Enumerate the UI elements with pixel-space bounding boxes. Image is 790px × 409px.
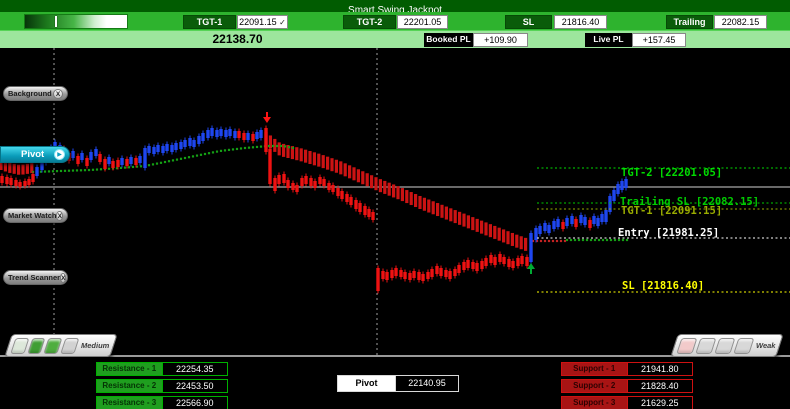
strength-label-right: Weak	[755, 341, 775, 350]
strength-segment	[27, 337, 46, 354]
level-label-trailing: Trailing SL [22082.15]	[620, 196, 759, 208]
strength-segment	[10, 337, 30, 354]
market-watch-pill[interactable]: Market Watch X	[3, 208, 68, 223]
sl-value-field[interactable]: 21816.40	[554, 15, 607, 29]
market-watch-label: Market Watch	[8, 211, 57, 220]
strength-segment	[676, 337, 698, 354]
booked-pl-value: +109.90	[473, 33, 528, 47]
support-3-value: 21629.25	[626, 397, 692, 409]
booked-pl-label: Booked PL	[424, 33, 473, 47]
last-traded-price: 22138.70	[212, 32, 263, 46]
support-1-label: Support - 1	[562, 363, 627, 375]
session-separator-lines	[53, 48, 378, 356]
tgt1-label: TGT-1	[183, 15, 236, 29]
trend-strength-right: Weak	[670, 334, 784, 357]
tgt2-value-field[interactable]: 22201.05	[397, 15, 448, 29]
background-overlay-pill[interactable]: Background X	[3, 86, 68, 101]
strength-segment	[43, 337, 63, 354]
pivot-label: Pivot	[338, 376, 395, 391]
trend-ribbon-layer	[0, 132, 528, 251]
background-close-button[interactable]: X	[53, 88, 63, 99]
support-2-label: Support - 2	[562, 380, 627, 392]
title-bar: Smart Swing Jackpot	[0, 0, 790, 16]
tgt1-value-field[interactable]: 22091.15 ✓	[237, 15, 288, 29]
candlestick-chart-canvas: TGT-2 [22201.05] Trailing SL [22082.15]TG…	[0, 48, 790, 356]
strength-segment	[733, 337, 755, 354]
resistance-1-value: 22254.35	[161, 363, 227, 375]
resistance-1-row: Resistance - 1 22254.35	[96, 362, 228, 376]
level-label-entry: Entry [21981.25]	[618, 227, 719, 239]
strength-segment	[695, 337, 717, 354]
pivot-value: 22140.95	[395, 376, 458, 391]
resistance-2-value: 22453.50	[161, 380, 227, 392]
market-watch-close-button[interactable]: X	[56, 210, 63, 221]
support-3-row: Support - 3 21629.25	[561, 396, 693, 409]
support-2-value: 21828.40	[626, 380, 692, 392]
buy-signal-arrow-icon	[527, 263, 535, 274]
trend-scanner-close-button[interactable]: X	[60, 272, 67, 283]
level-label-tgt1: TGT-1 [22091.15]	[621, 205, 722, 217]
trend-scanner-pill[interactable]: Trend Scanner X	[3, 270, 68, 285]
level-lines-layer: TGT-2 [22201.05] Trailing SL [22082.15]TG…	[537, 167, 790, 293]
pivot-overlay-pill[interactable]: Pivot ▶	[0, 146, 70, 163]
background-overlay-label: Background	[8, 89, 52, 98]
sl-label: SL	[505, 15, 552, 29]
pl-bar: 22138.70 Booked PL +109.90 Live PL +157.…	[0, 31, 790, 48]
resistance-3-label: Resistance - 3	[97, 397, 162, 409]
resistance-2-row: Resistance - 2 22453.50	[96, 379, 228, 393]
live-pl-label: Live PL	[585, 33, 632, 47]
support-1-row: Support - 1 21941.80	[561, 362, 693, 376]
signal-arrows-layer	[263, 112, 535, 274]
support-2-row: Support - 2 21828.40	[561, 379, 693, 393]
resistance-3-row: Resistance - 3 22566.90	[96, 396, 228, 409]
pivot-row: Pivot 22140.95	[337, 375, 459, 392]
live-pl-value: +157.45	[632, 33, 686, 47]
tgt2-label: TGT-2	[343, 15, 396, 29]
candles-layer	[0, 125, 628, 294]
targets-bar: TGT-1 22091.15 ✓ TGT-2 22201.05 SL 21816…	[0, 12, 790, 40]
app-title: Smart Swing Jackpot	[348, 5, 442, 16]
trailing-sl-label: Trailing SL	[666, 15, 713, 40]
tgt1-check-icon: ✓	[279, 18, 286, 27]
strength-label-left: Medium	[80, 341, 109, 350]
strength-segment	[60, 337, 80, 354]
resistance-3-value: 22566.90	[161, 397, 227, 409]
sell-signal-arrow-icon	[263, 112, 271, 123]
pivot-overlay-label: Pivot	[21, 149, 45, 160]
slider-tick[interactable]	[54, 16, 57, 27]
support-1-value: 21941.80	[626, 363, 692, 375]
level-label-sl: SL [21816.40]	[622, 280, 704, 292]
chart-bottom-separator	[0, 355, 790, 357]
trend-strength-left: Medium	[4, 334, 118, 357]
support-3-label: Support - 3	[562, 397, 627, 409]
level-label-tgt2: TGT-2 [22201.05]	[621, 167, 722, 179]
risk-gradient-slider[interactable]	[24, 14, 128, 29]
resistance-2-label: Resistance - 2	[97, 380, 162, 392]
strength-segment	[714, 337, 736, 354]
price-chart: TGT-2 [22201.05] Trailing SL [22082.15] TG…	[0, 48, 790, 356]
trailing-sl-value-field[interactable]: 22082.15	[714, 15, 767, 29]
pivot-play-icon[interactable]: ▶	[54, 149, 65, 160]
trend-scanner-label: Trend Scanner	[8, 273, 61, 282]
resistance-1-label: Resistance - 1	[97, 363, 162, 375]
